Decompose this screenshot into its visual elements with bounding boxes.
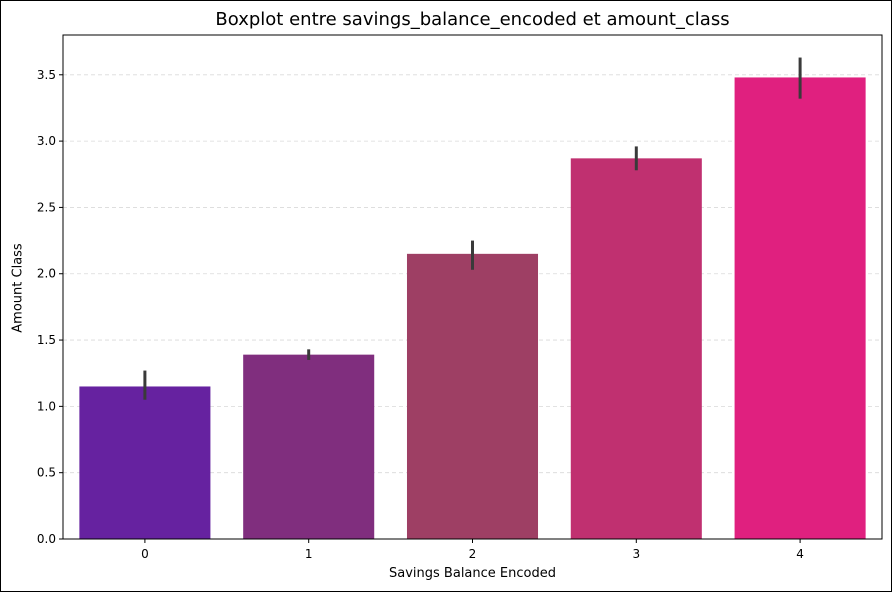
y-tick-label: 3.0: [37, 134, 56, 148]
x-tick-label: 0: [141, 547, 149, 561]
bar-1: [243, 354, 375, 539]
y-tick-label: 2.0: [37, 267, 56, 281]
bar-2: [406, 253, 539, 539]
y-tick-label: 2.5: [37, 200, 56, 214]
y-tick-label: 0.0: [37, 532, 56, 546]
x-tick-label: 1: [305, 547, 313, 561]
x-axis-label: Savings Balance Encoded: [389, 566, 556, 581]
chart-title: Boxplot entre savings_balance_encoded et…: [215, 9, 730, 30]
y-tick-label: 0.5: [37, 466, 56, 480]
y-tick-label: 3.5: [37, 68, 56, 82]
x-tick-label: 3: [632, 547, 640, 561]
bar-3: [570, 158, 702, 540]
y-tick-label: 1.5: [37, 333, 56, 347]
axes-frame: [62, 34, 883, 540]
x-tick-label: 2: [469, 547, 477, 561]
y-axis-label: Amount Class: [10, 243, 26, 333]
bar-0: [79, 386, 211, 539]
y-tick-label: 1.0: [37, 399, 56, 413]
x-tick-label: 4: [796, 547, 804, 561]
bar-4: [734, 77, 866, 539]
